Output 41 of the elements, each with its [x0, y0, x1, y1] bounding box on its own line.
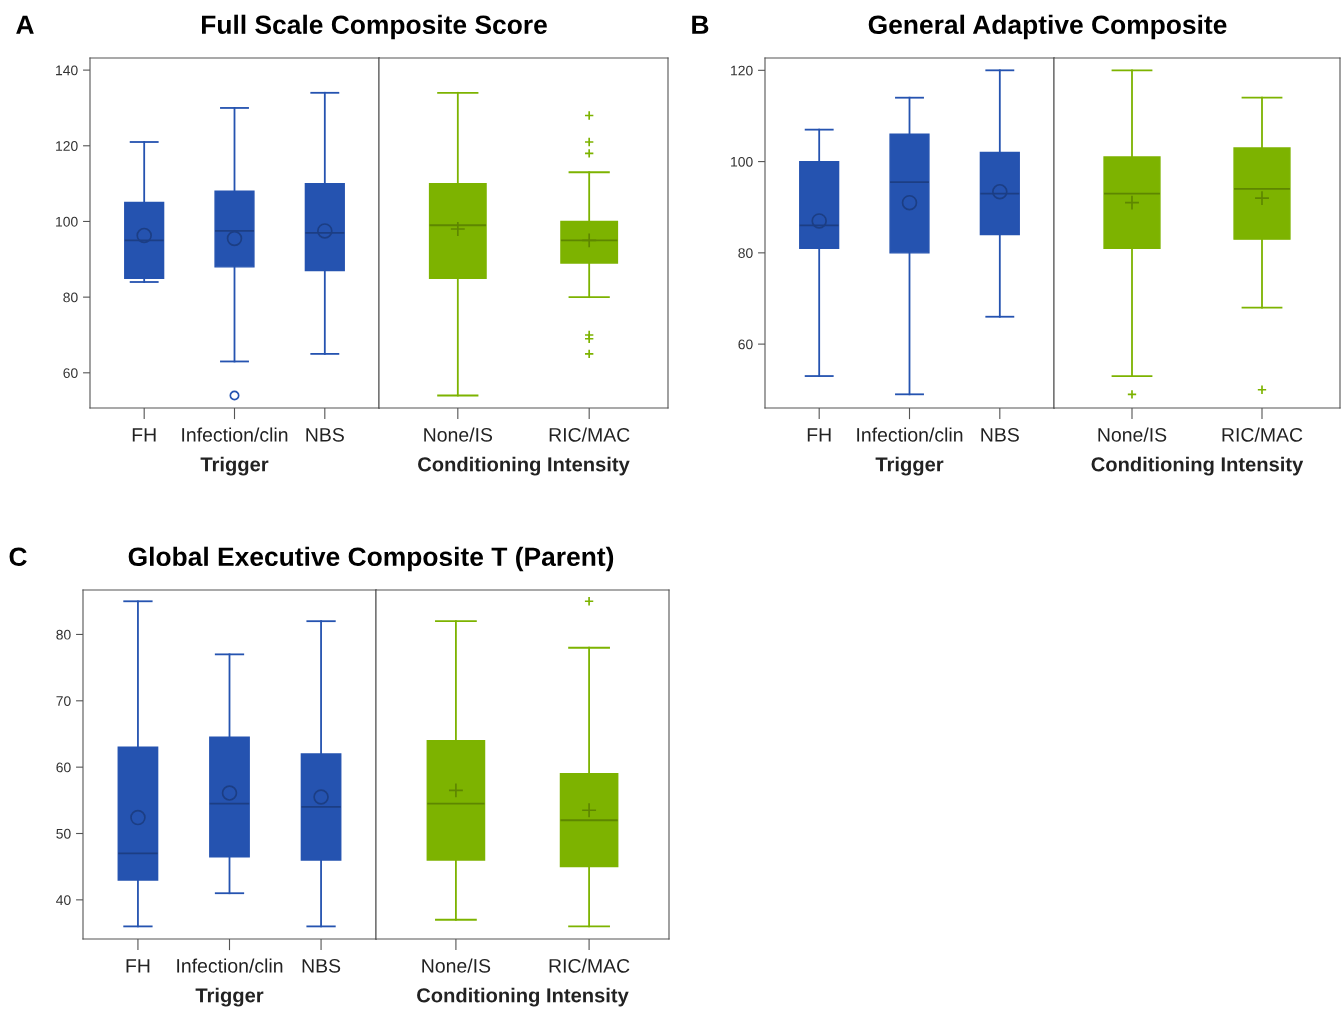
text: C: [9, 547, 27, 567]
x-tick-label: NBS: [981, 427, 1019, 442]
x-tick-label: RIC/MAC: [1222, 427, 1303, 442]
y-tick-label: 80: [63, 292, 78, 303]
y-tick-label: 40: [56, 895, 71, 906]
x-axis-title: Conditioning Intensity: [418, 456, 630, 476]
x-tick-label: None/IS: [422, 958, 491, 973]
x-axis-title: Trigger: [195, 987, 264, 1007]
x-tick-label: NBS: [302, 958, 341, 973]
x-tick-label: FH: [807, 428, 831, 442]
x-tick-label: Infection/clin: [857, 427, 963, 442]
x-tick-label: FH: [132, 428, 156, 442]
x-tick-label: FH: [126, 959, 150, 973]
y-tick-label: 80: [738, 248, 753, 259]
x-tick-label: RIC/MAC: [549, 427, 630, 442]
y-tick-label: 100: [731, 156, 753, 167]
x-axis-title: Conditioning Intensity: [417, 987, 629, 1007]
text: A: [16, 15, 34, 34]
y-tick-label: 60: [738, 339, 753, 350]
y-tick-label: 70: [56, 696, 71, 706]
x-axis-title: Trigger: [200, 456, 269, 476]
chart-title: General Adaptive Composite: [868, 14, 1227, 40]
x-tick-label: NBS: [306, 427, 344, 442]
chart-title: Full Scale Composite Score: [202, 14, 547, 40]
x-tick-label: RIC/MAC: [549, 958, 630, 973]
y-tick-label: 120: [56, 141, 78, 151]
y-tick-label: 120: [731, 65, 753, 76]
y-tick-label: 60: [56, 762, 71, 773]
y-tick-label: 60: [63, 368, 78, 378]
x-axis-title: Conditioning Intensity: [1091, 456, 1304, 476]
y-tick-label: 140: [56, 65, 78, 76]
y-tick-label: 50: [56, 828, 71, 839]
x-tick-label: Infection/clin: [182, 427, 288, 442]
y-tick-label: 80: [56, 629, 71, 640]
x-axis-title: Trigger: [875, 456, 944, 476]
x-tick-label: Infection/clin: [177, 958, 283, 973]
x-tick-label: None/IS: [1098, 427, 1167, 442]
x-tick-label: None/IS: [424, 427, 493, 442]
text: B: [692, 15, 709, 34]
y-tick-label: 100: [56, 216, 78, 227]
chart-title: Global Executive Composite T (Parent): [128, 546, 614, 572]
